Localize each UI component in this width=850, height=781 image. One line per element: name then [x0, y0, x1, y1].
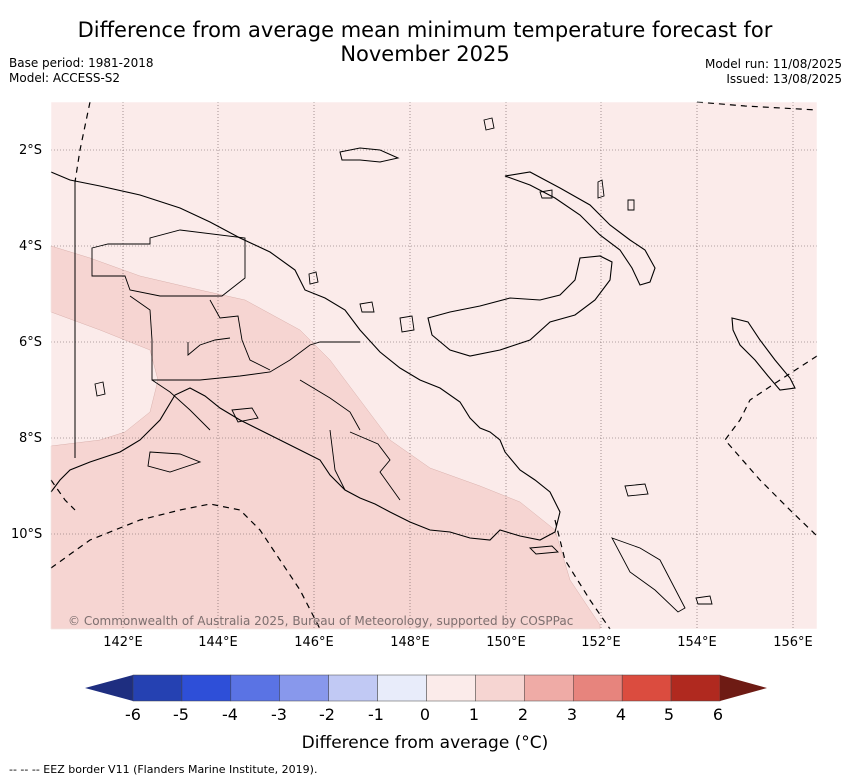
- lon-label: 146°E: [294, 635, 334, 650]
- model-run: Model run: 11/08/2025: [704, 57, 842, 71]
- colorbar-segment: [132, 674, 183, 702]
- model-name: Model: ACCESS-S2: [9, 71, 121, 85]
- colorbar-tick: -6: [125, 705, 141, 724]
- colorbar-tick: 4: [615, 705, 627, 724]
- colorbar-segment: [279, 674, 329, 702]
- colorbar-tick: 6: [712, 705, 724, 724]
- map-title: Difference from average mean minimum tem…: [0, 18, 850, 66]
- colorbar-segment: [670, 674, 721, 702]
- colorbar-segment: [475, 674, 525, 702]
- bougainville-island: [731, 317, 796, 391]
- base-period: Base period: 1981-2018: [9, 56, 154, 70]
- lat-label: 6°S: [19, 335, 43, 350]
- eez-legend-note: -- -- -- EEZ border V11 (Flanders Marine…: [9, 763, 318, 776]
- colorbar-under-triangle: [85, 675, 133, 701]
- title-line-1: Difference from average mean minimum tem…: [77, 18, 773, 42]
- new-guinea-coastline: [50, 171, 561, 541]
- lon-label: 152°E: [581, 635, 621, 650]
- lon-label: 154°E: [677, 635, 717, 650]
- colorbar: [85, 674, 767, 702]
- lat-label: 2°S: [19, 143, 43, 158]
- colorbar-tick: -4: [222, 705, 238, 724]
- colorbar-tick: 0: [419, 705, 431, 724]
- issued-date: Issued: 13/08/2025: [726, 72, 842, 86]
- colorbar-tick: -2: [319, 705, 335, 724]
- meta-right: Model run: 11/08/2025 Issued: 13/08/2025: [705, 57, 842, 87]
- lon-label: 144°E: [198, 635, 238, 650]
- map-border: [50, 101, 818, 630]
- colorbar-segment: [230, 674, 280, 702]
- colorbar-over-triangle: [720, 675, 767, 701]
- eez-borders: [50, 101, 818, 630]
- colorbar-tick: 1: [468, 705, 480, 724]
- new-britain-island: [427, 255, 613, 357]
- colorbar-segment: [377, 674, 427, 702]
- copyright-notice: © Commonwealth of Australia 2025, Bureau…: [68, 614, 574, 628]
- small-islands: [94, 117, 713, 613]
- province-boundaries: [91, 229, 401, 501]
- colorbar-segment: [573, 674, 623, 702]
- colorbar-tick: -1: [368, 705, 384, 724]
- colorbar-tick: -5: [173, 705, 189, 724]
- lat-label: 8°S: [19, 431, 43, 446]
- colorbar-tick: -3: [271, 705, 287, 724]
- gridlines: [51, 102, 817, 629]
- colorbar-tick: 2: [517, 705, 529, 724]
- title-line-2: November 2025: [340, 42, 510, 66]
- anomaly-band: [50, 245, 601, 630]
- colorbar-segment: [181, 674, 232, 702]
- manus-island: [339, 147, 400, 163]
- lon-label: 142°E: [103, 635, 143, 650]
- colorbar-segment: [426, 674, 476, 702]
- colorbar-segment: [328, 674, 378, 702]
- lat-label: 4°S: [19, 239, 43, 254]
- colorbar-tick: 5: [663, 705, 675, 724]
- colorbar-tick: 3: [566, 705, 578, 724]
- lat-label: 10°S: [11, 527, 43, 542]
- colorbar-title: Difference from average (°C): [301, 733, 549, 753]
- colorbar-segment: [621, 674, 672, 702]
- lon-label: 150°E: [486, 635, 526, 650]
- colorbar-segment: [524, 674, 574, 702]
- lon-label: 156°E: [773, 635, 813, 650]
- meta-left: Base period: 1981-2018 Model: ACCESS-S2: [9, 56, 154, 86]
- new-ireland-island: [504, 171, 656, 286]
- lon-label: 148°E: [390, 635, 430, 650]
